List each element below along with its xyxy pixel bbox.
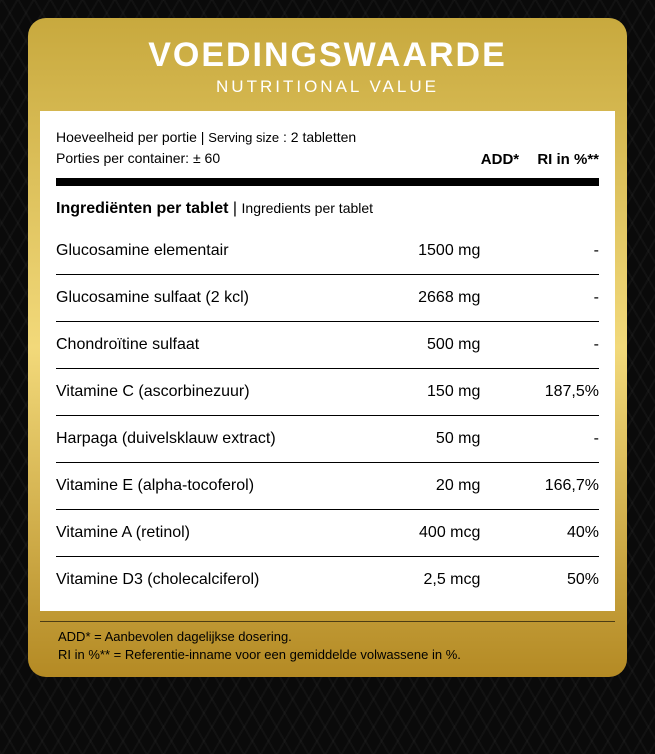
- section-title-en: Ingredients per tablet: [242, 200, 374, 216]
- ingredient-add: 400 mcg: [371, 510, 490, 557]
- ingredient-add: 1500 mg: [371, 228, 490, 275]
- col-add: ADD*: [481, 151, 519, 168]
- ingredient-name: Glucosamine elementair: [56, 228, 371, 275]
- serving-info: Hoeveelheid per portie | Serving size : …: [56, 127, 356, 168]
- nutrition-panel: VOEDINGSWAARDE NUTRITIONAL VALUE Hoeveel…: [28, 18, 627, 677]
- title-nl: VOEDINGSWAARDE: [48, 36, 607, 75]
- ingredient-ri: 40%: [490, 510, 599, 557]
- ingredient-name: Vitamine A (retinol): [56, 510, 371, 557]
- section-title-nl: Ingrediënten per tablet: [56, 200, 228, 217]
- footnote-add: ADD* = Aanbevolen dagelijkse dosering.: [58, 628, 597, 646]
- table-row: Glucosamine sulfaat (2 kcl)2668 mg-: [56, 275, 599, 322]
- table-row: Harpaga (duivelsklauw extract)50 mg-: [56, 416, 599, 463]
- ingredient-name: Glucosamine sulfaat (2 kcl): [56, 275, 371, 322]
- ingredient-ri: 187,5%: [490, 369, 599, 416]
- footnotes: ADD* = Aanbevolen dagelijkse dosering. R…: [40, 621, 615, 677]
- ingredient-ri: -: [490, 275, 599, 322]
- ingredient-ri: -: [490, 416, 599, 463]
- ingredient-add: 150 mg: [371, 369, 490, 416]
- ingredient-add: 20 mg: [371, 463, 490, 510]
- serving-size-value: 2 tabletten: [291, 129, 356, 145]
- serving-size-label-nl: Hoeveelheid per portie: [56, 129, 197, 145]
- serving-block: Hoeveelheid per portie | Serving size : …: [56, 127, 599, 186]
- ingredient-add: 500 mg: [371, 322, 490, 369]
- ingredient-ri: 50%: [490, 557, 599, 604]
- ingredient-add: 2668 mg: [371, 275, 490, 322]
- ingredient-add: 50 mg: [371, 416, 490, 463]
- table-row: Vitamine D3 (cholecalciferol)2,5 mcg50%: [56, 557, 599, 604]
- ingredient-name: Vitamine C (ascorbinezuur): [56, 369, 371, 416]
- panel-header: VOEDINGSWAARDE NUTRITIONAL VALUE: [28, 36, 627, 111]
- column-headers: ADD* RI in %**: [481, 151, 599, 168]
- ingredient-add: 2,5 mcg: [371, 557, 490, 604]
- ingredient-name: Vitamine D3 (cholecalciferol): [56, 557, 371, 604]
- ingredient-ri: -: [490, 228, 599, 275]
- table-row: Vitamine E (alpha-tocoferol)20 mg166,7%: [56, 463, 599, 510]
- table-row: Vitamine C (ascorbinezuur)150 mg187,5%: [56, 369, 599, 416]
- table-row: Chondroïtine sulfaat500 mg-: [56, 322, 599, 369]
- table-row: Glucosamine elementair1500 mg-: [56, 228, 599, 275]
- table-row: Vitamine A (retinol)400 mcg40%: [56, 510, 599, 557]
- title-en: NUTRITIONAL VALUE: [48, 77, 607, 97]
- ingredients-table: Glucosamine elementair1500 mg-Glucosamin…: [56, 228, 599, 603]
- col-ri: RI in %**: [537, 151, 599, 168]
- footnote-ri: RI in %** = Referentie-inname voor een g…: [58, 646, 597, 664]
- ingredient-ri: 166,7%: [490, 463, 599, 510]
- serving-line-1: Hoeveelheid per portie | Serving size : …: [56, 127, 356, 148]
- ingredients-tbody: Glucosamine elementair1500 mg-Glucosamin…: [56, 228, 599, 603]
- servings-per-container: Porties per container: ± 60: [56, 148, 356, 168]
- ingredient-name: Vitamine E (alpha-tocoferol): [56, 463, 371, 510]
- section-title: Ingrediënten per tablet | Ingredients pe…: [56, 186, 599, 228]
- serving-size-label-en: Serving size: [208, 130, 279, 145]
- ingredient-name: Chondroïtine sulfaat: [56, 322, 371, 369]
- panel-content: Hoeveelheid per portie | Serving size : …: [40, 111, 615, 611]
- ingredient-name: Harpaga (duivelsklauw extract): [56, 416, 371, 463]
- ingredient-ri: -: [490, 322, 599, 369]
